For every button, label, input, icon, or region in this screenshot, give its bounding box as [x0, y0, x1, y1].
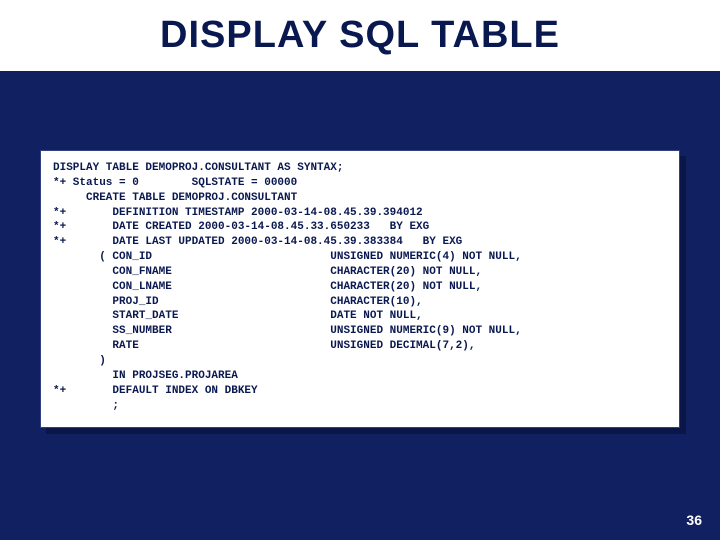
code-line: PROJ_ID CHARACTER(10),	[53, 296, 423, 308]
code-line: SS_NUMBER UNSIGNED NUMERIC(9) NOT NULL,	[53, 325, 522, 337]
code-line: *+ Status = 0 SQLSTATE = 00000	[53, 177, 297, 189]
code-line: IN PROJSEG.PROJAREA	[53, 370, 238, 382]
code-line: RATE UNSIGNED DECIMAL(7,2),	[53, 340, 475, 352]
code-panel: DISPLAY TABLE DEMOPROJ.CONSULTANT AS SYN…	[40, 150, 680, 428]
code-line: )	[53, 355, 106, 367]
code-line: *+ DATE LAST UPDATED 2000-03-14-08.45.39…	[53, 236, 462, 248]
page-number: 36	[686, 512, 702, 528]
code-line: CREATE TABLE DEMOPROJ.CONSULTANT	[53, 192, 297, 204]
code-line: ;	[53, 400, 119, 412]
code-line: CON_LNAME CHARACTER(20) NOT NULL,	[53, 281, 482, 293]
code-line: *+ DEFAULT INDEX ON DBKEY	[53, 385, 258, 397]
code-line: START_DATE DATE NOT NULL,	[53, 310, 423, 322]
code-line: DISPLAY TABLE DEMOPROJ.CONSULTANT AS SYN…	[53, 162, 343, 174]
code-line: ( CON_ID UNSIGNED NUMERIC(4) NOT NULL,	[53, 251, 522, 263]
slide-title: DISPLAY SQL TABLE	[20, 14, 700, 57]
code-line: *+ DATE CREATED 2000-03-14-08.45.33.6502…	[53, 221, 429, 233]
code-block: DISPLAY TABLE DEMOPROJ.CONSULTANT AS SYN…	[53, 161, 667, 413]
code-line: *+ DEFINITION TIMESTAMP 2000-03-14-08.45…	[53, 207, 423, 219]
code-line: CON_FNAME CHARACTER(20) NOT NULL,	[53, 266, 482, 278]
title-bar: DISPLAY SQL TABLE	[0, 0, 720, 71]
